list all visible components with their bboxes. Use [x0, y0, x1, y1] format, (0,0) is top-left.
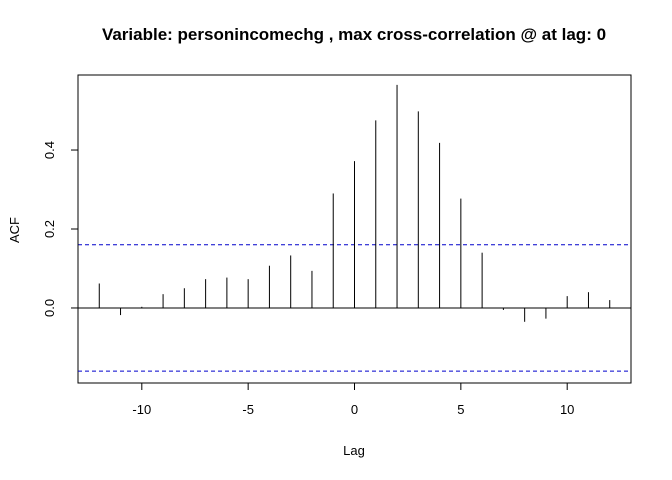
y-tick-label: 0.2: [42, 220, 57, 238]
y-axis: 0.0 0.2 0.4: [42, 141, 79, 317]
x-axis: -10 -5 0 5 10: [132, 382, 574, 417]
x-axis-label: Lag: [343, 443, 365, 458]
bars-layer: [98, 84, 611, 322]
chart-title: Variable: personincomechg , max cross-co…: [102, 25, 606, 44]
y-tick-label: 0.4: [42, 141, 57, 159]
x-tick-label: 5: [457, 402, 464, 417]
x-tick-label: -5: [242, 402, 254, 417]
y-axis-label: ACF: [7, 217, 22, 243]
x-tick-label: -10: [132, 402, 151, 417]
y-tick-label: 0.0: [42, 299, 57, 317]
x-tick-label: 0: [351, 402, 358, 417]
x-tick-label: 10: [560, 402, 574, 417]
